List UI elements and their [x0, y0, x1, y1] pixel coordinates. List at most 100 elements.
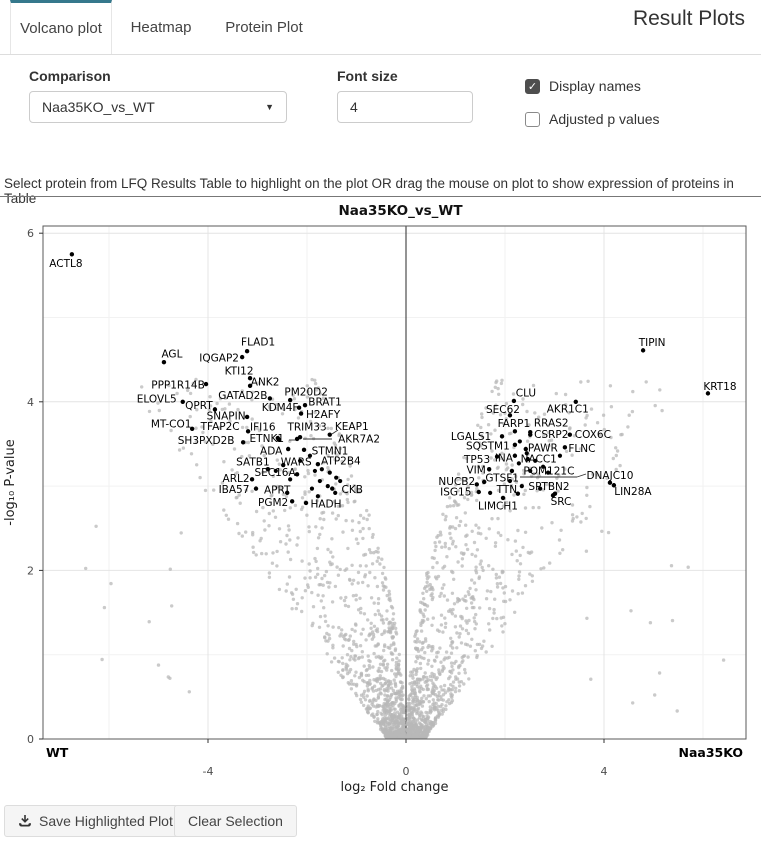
gene-label: ANK2 — [251, 376, 280, 388]
gene-label: AGL — [161, 349, 182, 361]
gene-label: TP53 — [463, 454, 490, 466]
gene-label: ADA — [260, 446, 283, 458]
gene-label: DNAJC10 — [586, 470, 633, 482]
gene-label: APRT — [264, 484, 291, 496]
tab-label: Protein Plot — [225, 18, 303, 36]
download-icon — [19, 815, 31, 827]
gene-label: PGM2 — [258, 497, 288, 509]
gene-label: STMN1 — [312, 445, 349, 457]
checkbox-icon[interactable]: ✓ — [525, 78, 540, 94]
svg-text:-4: -4 — [203, 765, 214, 778]
gene-label: ISG15 — [440, 487, 471, 499]
gene-label: ATP2B4 — [321, 456, 361, 468]
gene-label: SH3PXD2B — [178, 435, 235, 447]
gene-label: FARP1 — [498, 418, 531, 430]
gene-label: SEC16A — [255, 467, 297, 479]
clear-selection-button[interactable]: Clear Selection — [174, 805, 297, 837]
gene-label: GATAD2B — [218, 390, 267, 402]
gene-label: LIN28A — [614, 486, 652, 498]
gene-label: NACC1 — [521, 454, 557, 466]
gene-label: POM121C — [523, 465, 574, 477]
gene-label: AKR7A2 — [338, 433, 380, 445]
gene-label: CKB — [342, 484, 363, 496]
plot-title: Naa35KO_vs_WT — [338, 203, 463, 219]
gene-label: MT-CO1 — [151, 418, 192, 430]
y-axis-label: -log₁₀ P-value — [3, 439, 18, 525]
gene-label: TRIM33 — [286, 422, 326, 434]
tab-label: Volcano plot — [20, 20, 102, 37]
gene-label: IBA57 — [219, 484, 250, 496]
gene-label: CLU — [516, 387, 536, 399]
corner-label-naa35ko: Naa35KO — [679, 745, 743, 760]
gene-label: RRAS2 — [534, 418, 569, 430]
gene-label: SEC62 — [486, 404, 520, 416]
gene-label: HADH — [310, 498, 341, 510]
corner-label-wt: WT — [46, 745, 69, 760]
gene-label: PPP1R14B — [151, 380, 205, 392]
display-names-checkbox-row[interactable]: ✓ Display names — [525, 78, 641, 94]
comparison-label: Comparison — [29, 68, 111, 84]
gene-label: TIPIN — [638, 337, 666, 349]
gene-label: PAWR — [528, 443, 558, 455]
clear-button-label: Clear Selection — [188, 813, 283, 829]
tab-label: Heatmap — [130, 18, 192, 36]
gene-label: ACTL8 — [49, 258, 82, 270]
gene-label: ETNK1 — [250, 433, 284, 445]
gene-label: ELOVL5 — [137, 393, 177, 405]
gene-label: FLNC — [568, 443, 595, 455]
adjusted-p-values-label: Adjusted p values — [549, 111, 660, 127]
gene-label: GTSF1 — [485, 472, 519, 484]
gene-label: QPRT — [185, 400, 213, 412]
gene-label: LGALS1 — [451, 431, 491, 443]
gene-label: SQSTM1 — [466, 440, 510, 452]
gene-label: KEAP1 — [335, 421, 369, 433]
font-size-label: Font size — [337, 68, 398, 84]
gene-label: SPTBN2 — [528, 481, 569, 493]
comparison-select[interactable]: Naa35KO_vs_WT ▼ — [29, 91, 287, 123]
font-size-input[interactable] — [337, 91, 473, 123]
gene-label: VIM — [466, 465, 485, 477]
gene-label: FLAD1 — [241, 337, 275, 349]
gene-label: IFI16 — [250, 422, 276, 434]
gene-label: NUCB2 — [438, 476, 475, 488]
gene-label: CSRP2 — [534, 429, 568, 441]
gene-label: SATB1 — [236, 457, 270, 469]
gene-label: BRAT1 — [308, 397, 342, 409]
svg-text:4: 4 — [601, 765, 608, 778]
gene-label: PM20D2 — [284, 387, 328, 399]
svg-text:2: 2 — [27, 564, 34, 577]
gene-label: KTI12 — [225, 366, 254, 378]
checkbox-icon[interactable] — [525, 111, 540, 127]
adjusted-p-values-checkbox-row[interactable]: Adjusted p values — [525, 111, 660, 127]
display-names-label: Display names — [549, 78, 641, 94]
x-axis-label: log₂ Fold change — [341, 780, 449, 795]
tab-volcano-plot[interactable]: Volcano plot — [10, 0, 112, 54]
gene-label: KDM4F — [262, 402, 299, 414]
tab-protein-plot[interactable]: Protein Plot — [210, 0, 318, 54]
gene-label: SNAPIN — [207, 410, 246, 422]
gene-label: ARL2 — [223, 473, 250, 485]
save-button-label: Save Highlighted Plot — [39, 813, 173, 829]
gene-label: SRC — [551, 496, 572, 508]
gene-label: H2AFY — [306, 409, 341, 421]
gene-label: TTN — [496, 484, 518, 496]
gene-label: TFAP2C — [200, 421, 240, 433]
gene-label: INA — [495, 452, 514, 464]
svg-text:4: 4 — [27, 396, 34, 409]
instruction-text: Select protein from LFQ Results Table to… — [4, 176, 734, 206]
gene-label: KRT18 — [703, 381, 736, 393]
tab-heatmap[interactable]: Heatmap — [112, 0, 210, 54]
gene-label: COX6C — [575, 429, 611, 441]
svg-text:6: 6 — [27, 227, 34, 240]
page-title: Result Plots — [632, 7, 745, 30]
gene-label: LIMCH1 — [478, 500, 518, 512]
comparison-selected-value: Naa35KO_vs_WT — [42, 99, 155, 115]
volcano-plot-container: ACTL8 AGL FLAD1 IQGAP2 KTI12 ANK2 PPP1R14B GATA… — [0, 196, 761, 805]
chevron-down-icon: ▼ — [265, 102, 274, 112]
svg-text:0: 0 — [27, 733, 34, 746]
gene-label: WARS — [281, 457, 312, 469]
gene-label: AKR1C1 — [547, 403, 589, 415]
tab-bar: Volcano plot Heatmap Protein Plot Result… — [0, 0, 761, 55]
save-highlighted-plot-button[interactable]: Save Highlighted Plot — [4, 805, 187, 837]
